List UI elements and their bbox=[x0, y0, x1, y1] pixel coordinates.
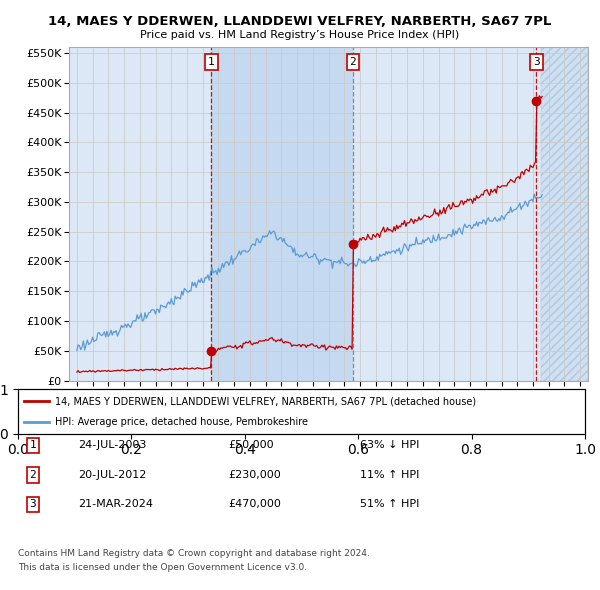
Text: 1: 1 bbox=[208, 57, 215, 67]
Text: 2: 2 bbox=[29, 470, 37, 480]
Text: 63% ↓ HPI: 63% ↓ HPI bbox=[360, 441, 419, 450]
Text: 1: 1 bbox=[29, 441, 37, 450]
Text: £50,000: £50,000 bbox=[228, 441, 274, 450]
Text: 3: 3 bbox=[533, 57, 540, 67]
Text: This data is licensed under the Open Government Licence v3.0.: This data is licensed under the Open Gov… bbox=[18, 563, 307, 572]
Text: 51% ↑ HPI: 51% ↑ HPI bbox=[360, 500, 419, 509]
Bar bbox=[541, 47, 588, 381]
Text: 2: 2 bbox=[350, 57, 356, 67]
Text: Price paid vs. HM Land Registry’s House Price Index (HPI): Price paid vs. HM Land Registry’s House … bbox=[140, 30, 460, 40]
Text: 20-JUL-2012: 20-JUL-2012 bbox=[78, 470, 146, 480]
Text: 11% ↑ HPI: 11% ↑ HPI bbox=[360, 470, 419, 480]
Text: £230,000: £230,000 bbox=[228, 470, 281, 480]
Bar bbox=[211, 47, 353, 381]
Text: £470,000: £470,000 bbox=[228, 500, 281, 509]
Text: HPI: Average price, detached house, Pembrokeshire: HPI: Average price, detached house, Pemb… bbox=[55, 417, 308, 427]
Text: 21-MAR-2024: 21-MAR-2024 bbox=[78, 500, 153, 509]
Text: 14, MAES Y DDERWEN, LLANDDEWI VELFREY, NARBERTH, SA67 7PL: 14, MAES Y DDERWEN, LLANDDEWI VELFREY, N… bbox=[49, 15, 551, 28]
Text: 14, MAES Y DDERWEN, LLANDDEWI VELFREY, NARBERTH, SA67 7PL (detached house): 14, MAES Y DDERWEN, LLANDDEWI VELFREY, N… bbox=[55, 396, 476, 407]
Text: Contains HM Land Registry data © Crown copyright and database right 2024.: Contains HM Land Registry data © Crown c… bbox=[18, 549, 370, 558]
Text: 3: 3 bbox=[29, 500, 37, 509]
Text: 24-JUL-2003: 24-JUL-2003 bbox=[78, 441, 146, 450]
